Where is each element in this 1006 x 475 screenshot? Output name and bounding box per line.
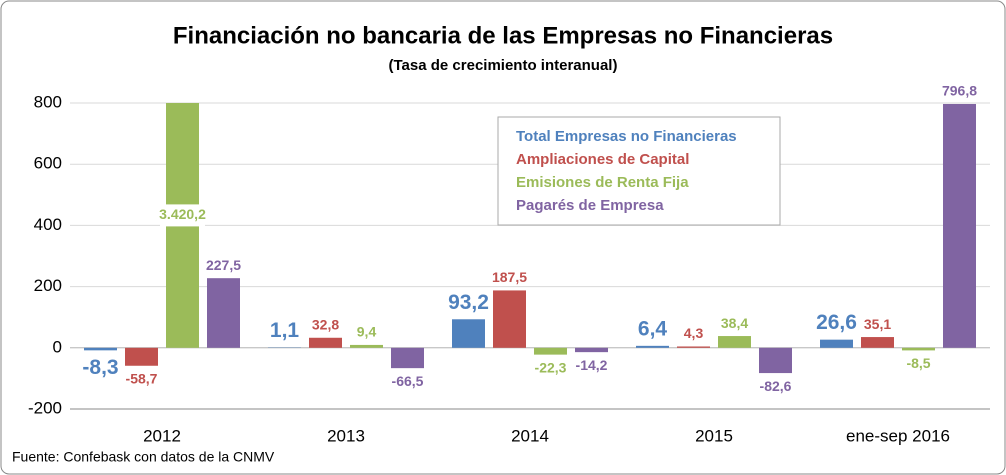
y-tick-label: 400 (34, 215, 62, 234)
x-tick-label: ene-sep 2016 (846, 426, 950, 445)
data-label: -8,5 (906, 355, 930, 371)
y-tick-label: -200 (28, 398, 62, 417)
bar (820, 339, 853, 348)
data-label: 6,4 (638, 317, 668, 340)
bar (759, 347, 792, 374)
bar (677, 346, 710, 348)
data-label: 796,8 (942, 83, 977, 99)
x-tick-label: 2014 (511, 426, 549, 445)
bar (718, 336, 751, 348)
data-label: 26,6 (816, 311, 857, 334)
data-label: -82,6 (760, 378, 792, 394)
chart-subtitle: (Tasa de crecimiento interanual) (389, 57, 618, 74)
data-label: 35,1 (864, 316, 891, 332)
y-tick-label: 600 (34, 154, 62, 173)
data-label: 1,1 (270, 319, 300, 342)
data-label: 9,4 (357, 324, 377, 340)
label-background (160, 204, 205, 227)
labels: -8,3 1,1 93,2 6,4 26,6 -58,7 32,8 187,5 4,3 35,1 3… (82, 83, 977, 394)
bar (861, 337, 894, 348)
legend-entry: Emisiones de Renta Fija (516, 174, 689, 191)
y-tick-label: 800 (34, 92, 62, 111)
data-label: -58,7 (126, 370, 158, 386)
source-note: Fuente: Confebask con datos de la CNMV (12, 449, 275, 465)
x-tick-label: 2015 (695, 426, 733, 445)
bar (493, 290, 526, 348)
bar (207, 278, 240, 348)
bar (309, 337, 342, 348)
x-tick-label: 2012 (143, 426, 181, 445)
bar (575, 347, 608, 353)
bar (636, 345, 669, 348)
data-label: 93,2 (448, 291, 489, 314)
data-label: -66,5 (392, 373, 424, 389)
data-label: -22,3 (535, 359, 567, 375)
data-label: 3.420,2 (159, 206, 206, 222)
legend-entry: Ampliaciones de Capital (516, 151, 689, 168)
bar (534, 347, 567, 355)
bar (125, 347, 158, 366)
data-label: 32,8 (312, 316, 339, 332)
bar (452, 319, 485, 348)
data-label: -8,3 (82, 356, 118, 379)
legend-entry: Pagarés de Empresa (516, 197, 664, 214)
data-label: 227,5 (206, 257, 241, 273)
bar (391, 347, 424, 369)
data-label: -14,2 (576, 357, 608, 373)
data-label: 187,5 (492, 269, 527, 285)
y-tick-label: 0 (53, 337, 62, 356)
chart-title: Financiación no bancaria de las Empresas… (173, 22, 833, 49)
bars (84, 103, 976, 374)
data-label: 38,4 (721, 315, 748, 331)
legend-box (497, 116, 781, 226)
bar (902, 347, 935, 351)
x-tick-label: 2013 (327, 426, 365, 445)
y-tick-label: 200 (34, 276, 62, 295)
bar (350, 344, 383, 348)
grid: -200 0 200 400 600 800 2012 2013 2014 2015 ene-sep… (28, 92, 990, 445)
legend-entry: Total Empresas no Financieras (516, 128, 737, 145)
bar (84, 347, 117, 351)
bar (943, 103, 976, 348)
data-label: 4,3 (684, 325, 704, 341)
